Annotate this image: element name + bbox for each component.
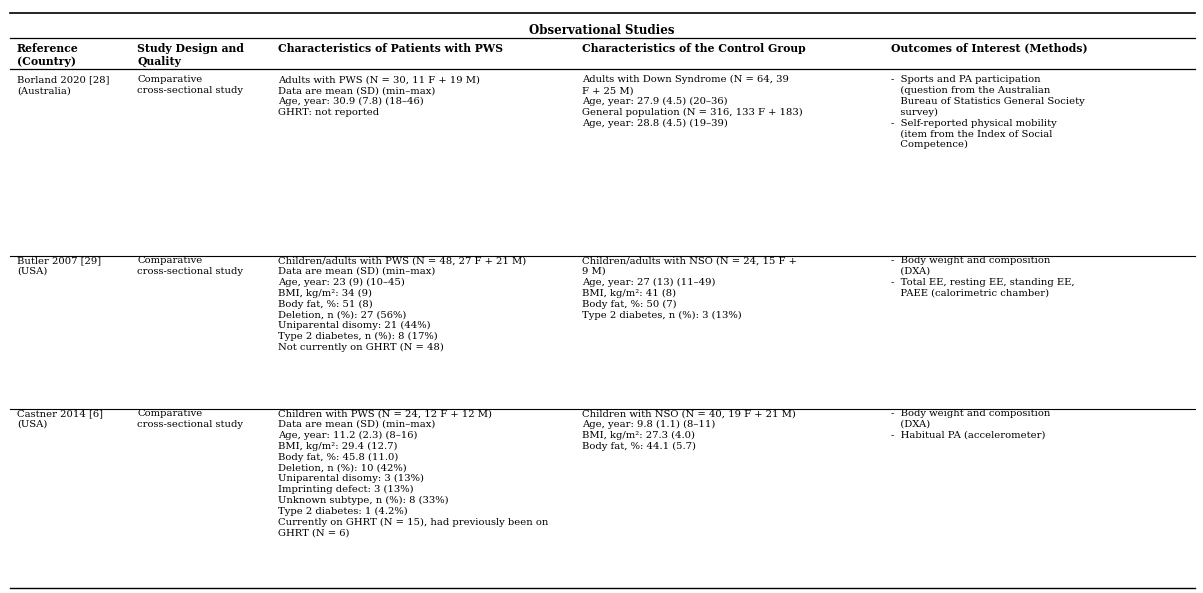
Text: Characteristics of the Control Group: Characteristics of the Control Group (582, 43, 806, 54)
Text: Outcomes of Interest (Methods): Outcomes of Interest (Methods) (891, 43, 1088, 54)
Text: Characteristics of Patients with PWS: Characteristics of Patients with PWS (278, 43, 503, 54)
Text: Comparative
cross-sectional study: Comparative cross-sectional study (137, 256, 243, 276)
Text: Children with NSO (N = 40, 19 F + 21 M)
Age, year: 9.8 (1.1) (8–11)
BMI, kg/m²: : Children with NSO (N = 40, 19 F + 21 M) … (582, 409, 796, 451)
Text: -  Body weight and composition
   (DXA)
-  Habitual PA (accelerometer): - Body weight and composition (DXA) - Ha… (891, 409, 1050, 439)
Text: Adults with PWS (N = 30, 11 F + 19 M)
Data are mean (SD) (min–max)
Age, year: 30: Adults with PWS (N = 30, 11 F + 19 M) Da… (278, 75, 480, 117)
Text: Reference
(Country): Reference (Country) (17, 43, 78, 67)
Text: Adults with Down Syndrome (N = 64, 39
F + 25 M)
Age, year: 27.9 (4.5) (20–36)
Ge: Adults with Down Syndrome (N = 64, 39 F … (582, 75, 802, 128)
Text: Comparative
cross-sectional study: Comparative cross-sectional study (137, 75, 243, 95)
Text: Children/adults with NSO (N = 24, 15 F +
9 M)
Age, year: 27 (13) (11–49)
BMI, kg: Children/adults with NSO (N = 24, 15 F +… (582, 256, 798, 320)
Text: -  Sports and PA participation
   (question from the Australian
   Bureau of Sta: - Sports and PA participation (question … (891, 75, 1085, 149)
Text: Observational Studies: Observational Studies (529, 24, 675, 37)
Text: Castner 2014 [6]
(USA): Castner 2014 [6] (USA) (17, 409, 102, 429)
Text: Children/adults with PWS (N = 48, 27 F + 21 M)
Data are mean (SD) (min–max)
Age,: Children/adults with PWS (N = 48, 27 F +… (278, 256, 526, 352)
Text: Comparative
cross-sectional study: Comparative cross-sectional study (137, 409, 243, 429)
Text: -  Body weight and composition
   (DXA)
-  Total EE, resting EE, standing EE,
  : - Body weight and composition (DXA) - To… (891, 256, 1075, 298)
Text: Borland 2020 [28]
(Australia): Borland 2020 [28] (Australia) (17, 75, 109, 95)
Text: Children with PWS (N = 24, 12 F + 12 M)
Data are mean (SD) (min–max)
Age, year: : Children with PWS (N = 24, 12 F + 12 M) … (278, 409, 549, 538)
Text: Study Design and
Quality: Study Design and Quality (137, 43, 244, 67)
Text: Butler 2007 [29]
(USA): Butler 2007 [29] (USA) (17, 256, 101, 276)
